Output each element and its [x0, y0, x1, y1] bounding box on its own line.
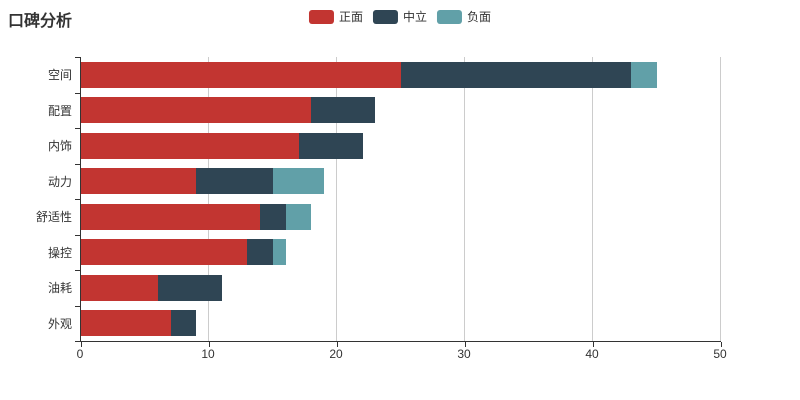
legend-swatch-negative[interactable] [437, 9, 463, 24]
x-axis-tick [81, 342, 82, 347]
bar-row [81, 203, 312, 230]
legend: 正面 中立 负面 [308, 8, 491, 25]
y-axis-tick [75, 199, 81, 200]
bar-segment-positive[interactable] [81, 203, 261, 230]
x-axis-labels: 0 10 20 30 40 50 [76, 347, 727, 363]
y-category-label: 舒适性 [35, 210, 72, 225]
x-axis-tick [465, 342, 466, 347]
gridline-x-50 [720, 57, 721, 341]
bar-segment-neutral[interactable] [157, 274, 222, 301]
y-category-label: 动力 [47, 174, 72, 189]
x-tick-label: 40 [585, 347, 599, 361]
y-axis-tick [75, 128, 81, 129]
y-category-label: 空间 [47, 68, 72, 83]
plot-area [75, 57, 722, 347]
y-category-label: 操控 [47, 245, 72, 260]
y-category-label: 内饰 [47, 139, 72, 154]
chart-title: 口碑分析 [8, 13, 73, 30]
bar-segment-neutral[interactable] [260, 203, 286, 230]
bar-segment-negative[interactable] [272, 168, 325, 195]
bar-segment-neutral[interactable] [170, 310, 197, 337]
bar-row [81, 61, 657, 88]
bar-segment-positive[interactable] [81, 132, 299, 159]
y-axis-tick [75, 341, 81, 342]
legend-item-neutral[interactable]: 中立 [372, 8, 428, 25]
bar-row [81, 132, 363, 159]
y-axis-tick [75, 163, 81, 165]
y-category-label: 油耗 [47, 281, 72, 296]
x-axis-tick [721, 342, 722, 347]
x-tick-label: 20 [329, 347, 343, 361]
bar-segment-positive[interactable] [81, 168, 197, 195]
y-axis-tick [75, 57, 81, 58]
legend-item-negative[interactable]: 负面 [437, 8, 491, 25]
bar-row [81, 274, 222, 301]
bar-segment-positive[interactable] [81, 97, 312, 124]
bar-segment-neutral[interactable] [311, 97, 376, 124]
legend-swatch-positive[interactable] [308, 9, 334, 24]
bar-segment-positive[interactable] [81, 274, 158, 301]
legend-label-positive: 正面 [338, 10, 363, 24]
bar-row [81, 310, 197, 337]
y-axis-tick [75, 270, 81, 271]
bar-segment-neutral[interactable] [298, 132, 363, 159]
bar-segment-positive[interactable] [81, 310, 171, 337]
legend-label-negative: 负面 [467, 10, 492, 24]
x-tick-label: 10 [201, 347, 215, 361]
gridline-x-20 [336, 57, 337, 341]
legend-swatch-neutral[interactable] [372, 9, 398, 24]
bar-row [81, 239, 286, 266]
x-tick-label: 30 [457, 347, 471, 361]
bar-segment-negative[interactable] [631, 61, 657, 88]
legend-item-positive[interactable]: 正面 [308, 8, 363, 25]
bar-segment-negative[interactable] [272, 239, 286, 266]
bar-segment-neutral[interactable] [247, 239, 273, 266]
bar-segment-negative[interactable] [285, 203, 312, 230]
x-tick-label: 0 [76, 347, 84, 361]
y-axis-labels: 空间配置内饰动力舒适性操控油耗外观 [0, 57, 72, 341]
x-axis-tick [337, 342, 338, 347]
x-axis-tick [209, 342, 210, 347]
bar-segment-positive[interactable] [81, 239, 248, 266]
x-tick-label: 50 [713, 347, 727, 361]
y-category-label: 配置 [47, 103, 72, 118]
gridline-x-40 [592, 57, 593, 341]
gridline-x-10 [208, 57, 209, 341]
bar-segment-positive[interactable] [81, 61, 401, 88]
y-axis-tick [75, 234, 81, 236]
bar-row [81, 97, 376, 124]
gridline-x-30 [464, 57, 465, 341]
y-category-label: 外观 [47, 316, 72, 331]
y-axis-tick [75, 305, 81, 307]
y-axis-tick [75, 92, 81, 94]
x-axis-tick [593, 342, 594, 347]
legend-label-neutral: 中立 [402, 10, 428, 24]
bar-segment-neutral[interactable] [401, 61, 632, 88]
bar-row [81, 168, 325, 195]
bar-segment-neutral[interactable] [196, 168, 273, 195]
